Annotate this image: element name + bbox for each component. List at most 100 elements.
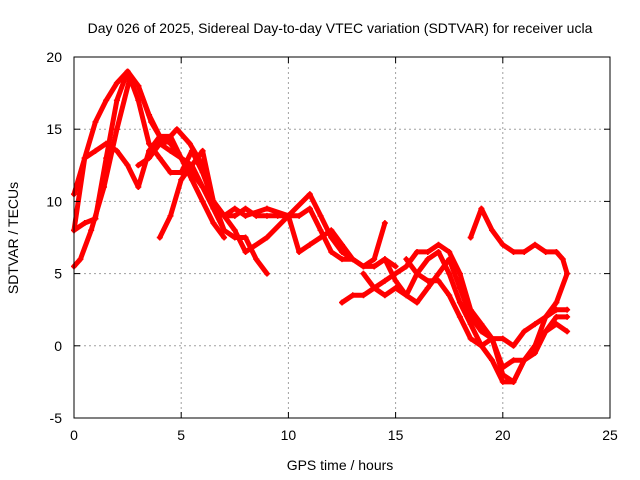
data-point	[456, 270, 463, 277]
data-point	[124, 162, 131, 169]
data-point	[317, 227, 324, 234]
data-point	[148, 118, 155, 125]
data-point	[456, 313, 463, 320]
data-point	[317, 212, 324, 219]
data-point	[392, 263, 399, 270]
x-tick-label: 10	[281, 427, 297, 443]
series-line	[468, 206, 570, 277]
data-point	[199, 147, 206, 154]
data-point	[339, 299, 345, 306]
data-point	[113, 79, 120, 86]
data-point	[553, 313, 560, 320]
data-point	[489, 227, 496, 234]
grid	[74, 57, 610, 418]
x-tick-label: 15	[388, 427, 404, 443]
data-point	[392, 285, 399, 292]
data-point	[263, 234, 270, 241]
series-track-f	[156, 147, 388, 270]
data-point	[199, 169, 206, 176]
data-point	[188, 169, 195, 176]
data-point	[478, 342, 485, 349]
data-point	[435, 277, 442, 284]
data-point	[371, 256, 378, 263]
data-point	[242, 234, 249, 241]
data-point	[489, 335, 496, 342]
data-point	[403, 256, 410, 263]
data-point	[188, 147, 195, 154]
data-point	[274, 212, 281, 219]
y-tick-label: 0	[54, 338, 62, 354]
data-point	[360, 270, 367, 277]
data-point	[135, 162, 142, 169]
data-point	[156, 155, 163, 162]
data-point	[414, 270, 421, 277]
data-point	[371, 285, 378, 292]
data-point	[553, 321, 560, 328]
data-point	[349, 256, 356, 263]
data-point	[306, 205, 313, 212]
data-point	[296, 248, 303, 255]
data-point	[253, 256, 260, 263]
data-point	[135, 183, 142, 190]
data-point	[296, 212, 303, 219]
data-point	[531, 350, 538, 357]
data-series	[71, 68, 571, 385]
data-point	[328, 234, 335, 241]
data-point	[156, 140, 163, 147]
data-point	[424, 285, 431, 292]
data-point	[113, 147, 120, 154]
data-point	[146, 155, 153, 162]
data-point	[328, 248, 335, 255]
data-point	[478, 321, 485, 328]
data-point	[424, 248, 431, 255]
x-tick-label: 25	[602, 427, 618, 443]
data-point	[306, 191, 313, 198]
data-point	[135, 97, 142, 104]
plot-frame	[73, 56, 611, 419]
data-point	[531, 241, 538, 248]
data-point	[135, 82, 142, 89]
data-point	[81, 220, 88, 227]
y-tick-label: 15	[46, 121, 62, 137]
data-point	[467, 321, 474, 328]
y-tick-label: 5	[54, 266, 62, 282]
data-point	[435, 241, 442, 248]
data-point	[542, 248, 549, 255]
data-point	[564, 313, 571, 320]
series-line	[157, 148, 388, 269]
data-point	[221, 227, 228, 234]
data-point	[542, 328, 549, 335]
data-point	[339, 256, 345, 263]
data-point	[306, 241, 313, 248]
data-point	[381, 292, 388, 299]
data-point	[424, 277, 431, 284]
data-point	[542, 313, 549, 320]
data-point	[103, 155, 110, 162]
data-point	[210, 220, 217, 227]
data-point	[221, 212, 228, 219]
data-point	[510, 248, 517, 255]
data-point	[435, 270, 442, 277]
data-point	[156, 133, 163, 140]
data-point	[521, 357, 528, 364]
data-point	[499, 371, 506, 378]
data-point	[360, 263, 367, 270]
data-point	[499, 241, 506, 248]
data-point	[499, 335, 506, 342]
data-point	[553, 299, 560, 306]
data-point	[553, 248, 560, 255]
data-point	[210, 198, 217, 205]
data-point	[371, 263, 378, 270]
data-point	[360, 292, 367, 299]
data-point	[92, 118, 99, 125]
data-point	[381, 256, 388, 263]
data-point	[381, 277, 388, 284]
data-point	[188, 162, 195, 169]
data-point	[263, 212, 270, 219]
y-tick-label: 20	[46, 49, 62, 65]
data-point	[156, 234, 163, 241]
data-point	[467, 234, 474, 241]
axis-ticks: 0 5 10 15 20 25 -5 0 5 10 15 20	[46, 49, 618, 443]
data-point	[510, 342, 517, 349]
